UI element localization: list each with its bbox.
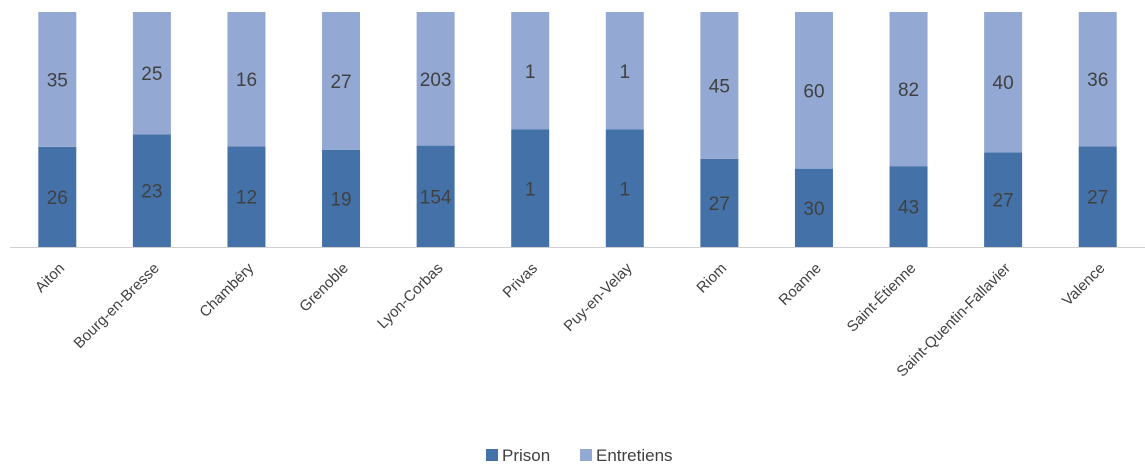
bar-entretiens-5 xyxy=(511,12,550,130)
data-label-prison-3: 19 xyxy=(330,189,351,210)
legend-swatch-entretiens xyxy=(580,449,592,461)
legend-label-entretiens: Entretiens xyxy=(596,446,673,465)
bar-entretiens-3 xyxy=(322,12,361,150)
bar-entretiens-6 xyxy=(605,12,644,130)
bar-prison-4 xyxy=(416,145,455,247)
category-label-3: Grenoble xyxy=(296,260,352,316)
bar-prison-2 xyxy=(227,146,266,247)
bar-entretiens-10 xyxy=(984,12,1023,153)
data-label-entretiens-2: 16 xyxy=(236,70,257,91)
data-label-entretiens-11: 36 xyxy=(1087,70,1108,91)
labels-layer: 26 35 Aiton 23 25 Bourg-en-Bresse 12 16 Chambéry… xyxy=(32,62,1109,381)
data-label-entretiens-9: 82 xyxy=(898,80,919,101)
bar-prison-8 xyxy=(794,168,833,247)
category-label-9: Saint-Étienne xyxy=(844,260,920,336)
bar-prison-0 xyxy=(38,146,77,247)
bar-entretiens-2 xyxy=(227,12,266,147)
data-label-entretiens-3: 27 xyxy=(330,72,351,93)
category-label-4: Lyon-Corbas xyxy=(374,260,446,332)
data-label-entretiens-0: 35 xyxy=(47,70,68,91)
data-label-prison-5: 1 xyxy=(525,179,536,200)
data-label-prison-11: 27 xyxy=(1087,188,1108,209)
data-label-prison-4: 154 xyxy=(420,187,452,208)
bar-entretiens-1 xyxy=(132,12,171,135)
data-label-entretiens-5: 1 xyxy=(525,62,536,83)
bar-entretiens-9 xyxy=(889,12,928,167)
data-label-prison-2: 12 xyxy=(236,188,257,209)
data-label-entretiens-4: 203 xyxy=(420,70,452,91)
data-label-entretiens-7: 45 xyxy=(709,76,730,97)
data-label-prison-9: 43 xyxy=(898,198,919,219)
category-label-8: Roanne xyxy=(776,260,825,309)
category-label-11: Valence xyxy=(1059,260,1109,310)
bar-prison-11 xyxy=(1078,146,1117,247)
category-label-2: Chambéry xyxy=(196,259,257,320)
category-label-7: Riom xyxy=(693,260,730,297)
bar-prison-6 xyxy=(605,129,644,247)
bars-layer xyxy=(38,12,1117,247)
bar-prison-9 xyxy=(889,166,928,247)
category-label-0: Aiton xyxy=(32,260,68,296)
bar-entretiens-0 xyxy=(38,12,77,147)
legend: Prison Entretiens xyxy=(486,446,673,465)
bar-prison-1 xyxy=(132,134,171,247)
data-label-prison-0: 26 xyxy=(47,188,68,209)
bar-entretiens-8 xyxy=(794,12,833,169)
bar-entretiens-11 xyxy=(1078,12,1117,147)
data-label-prison-6: 1 xyxy=(620,179,631,200)
category-label-5: Privas xyxy=(500,260,541,301)
data-label-entretiens-8: 60 xyxy=(803,81,824,102)
bar-prison-10 xyxy=(984,152,1023,247)
bar-entretiens-4 xyxy=(416,12,455,146)
bar-entretiens-7 xyxy=(700,12,739,159)
data-label-entretiens-10: 40 xyxy=(993,73,1014,94)
legend-swatch-prison xyxy=(486,449,498,461)
bar-prison-5 xyxy=(511,129,550,247)
legend-label-prison: Prison xyxy=(502,446,550,465)
data-label-prison-8: 30 xyxy=(803,199,824,220)
data-label-prison-10: 27 xyxy=(993,191,1014,212)
bar-prison-7 xyxy=(700,158,739,247)
data-label-prison-7: 27 xyxy=(709,194,730,215)
category-label-1: Bourg-en-Bresse xyxy=(71,260,163,352)
bar-prison-3 xyxy=(322,149,361,247)
data-label-entretiens-1: 25 xyxy=(141,64,162,85)
data-label-entretiens-6: 1 xyxy=(620,62,631,83)
data-label-prison-1: 23 xyxy=(141,182,162,203)
category-label-6: Puy-en-Velay xyxy=(561,259,636,334)
